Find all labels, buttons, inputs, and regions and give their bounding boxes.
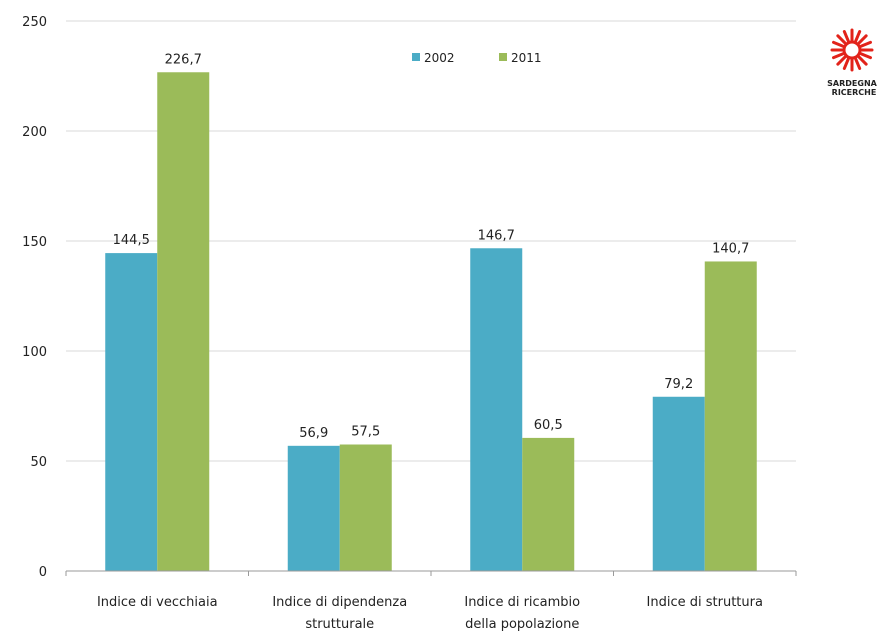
- data-label: 146,7: [478, 228, 515, 243]
- bar-2011: [157, 72, 210, 571]
- sun-ray: [857, 34, 868, 45]
- y-axis: 0 50 100 150 200 250: [22, 15, 47, 580]
- bar-2002: [287, 445, 340, 571]
- sun-ray: [857, 55, 868, 66]
- legend: 2002 2011: [412, 51, 542, 65]
- x-category-label: Indice di vecchiaia: [97, 595, 218, 610]
- y-tick-label: 100: [22, 345, 47, 360]
- data-label: 56,9: [299, 426, 328, 441]
- sardegna-ricerche-logo: SARDEGNA RICERCHE: [827, 28, 878, 97]
- x-category-label: strutturale: [305, 617, 374, 632]
- sun-core: [842, 40, 862, 60]
- y-tick-label: 200: [22, 125, 47, 140]
- data-label: 226,7: [165, 52, 202, 67]
- legend-swatch-2011: [499, 53, 507, 61]
- sun-ray: [842, 57, 850, 70]
- sun-ray: [859, 40, 872, 48]
- sun-ray: [842, 30, 850, 43]
- sun-ray: [836, 34, 847, 45]
- data-label: 144,5: [113, 233, 150, 248]
- bar-2002: [470, 248, 523, 571]
- x-axis: Indice di vecchiaia Indice di dipendenza s…: [65, 570, 797, 632]
- bar-2011: [522, 437, 575, 571]
- sun-ray: [854, 30, 862, 43]
- logo-line-1: SARDEGNA: [827, 79, 877, 88]
- bars: [105, 72, 757, 571]
- data-label: 57,5: [351, 425, 380, 440]
- sun-ray: [832, 40, 845, 48]
- y-tick-label: 0: [39, 565, 47, 580]
- legend-label-2011: 2011: [511, 51, 542, 65]
- y-tick-label: 250: [22, 15, 47, 30]
- x-category-label: Indice di dipendenza: [272, 595, 407, 610]
- logo-line-2: RICERCHE: [832, 88, 877, 97]
- sun-ray: [836, 55, 847, 66]
- data-label: 60,5: [534, 418, 563, 433]
- data-label: 140,7: [712, 241, 749, 256]
- sun-ray: [859, 52, 872, 60]
- data-labels: 144,5 226,7 56,9 57,5 146,7 60,5 79,2 140,7: [113, 52, 750, 441]
- y-tick-label: 50: [30, 455, 47, 470]
- bar-2002: [652, 396, 705, 571]
- legend-swatch-2002: [412, 53, 420, 61]
- x-category-label: Indice di struttura: [647, 595, 763, 610]
- x-category-label: Indice di ricambio: [464, 595, 580, 610]
- data-label: 79,2: [664, 377, 693, 392]
- bar-2011: [704, 261, 757, 571]
- x-category-label: della popolazione: [465, 617, 579, 632]
- y-tick-label: 150: [22, 235, 47, 250]
- sun-ray: [854, 57, 862, 70]
- legend-label-2002: 2002: [424, 51, 455, 65]
- bar-2011: [339, 444, 392, 571]
- bar-2002: [105, 253, 158, 571]
- sun-ray: [832, 52, 845, 60]
- sun-icon: [830, 28, 874, 72]
